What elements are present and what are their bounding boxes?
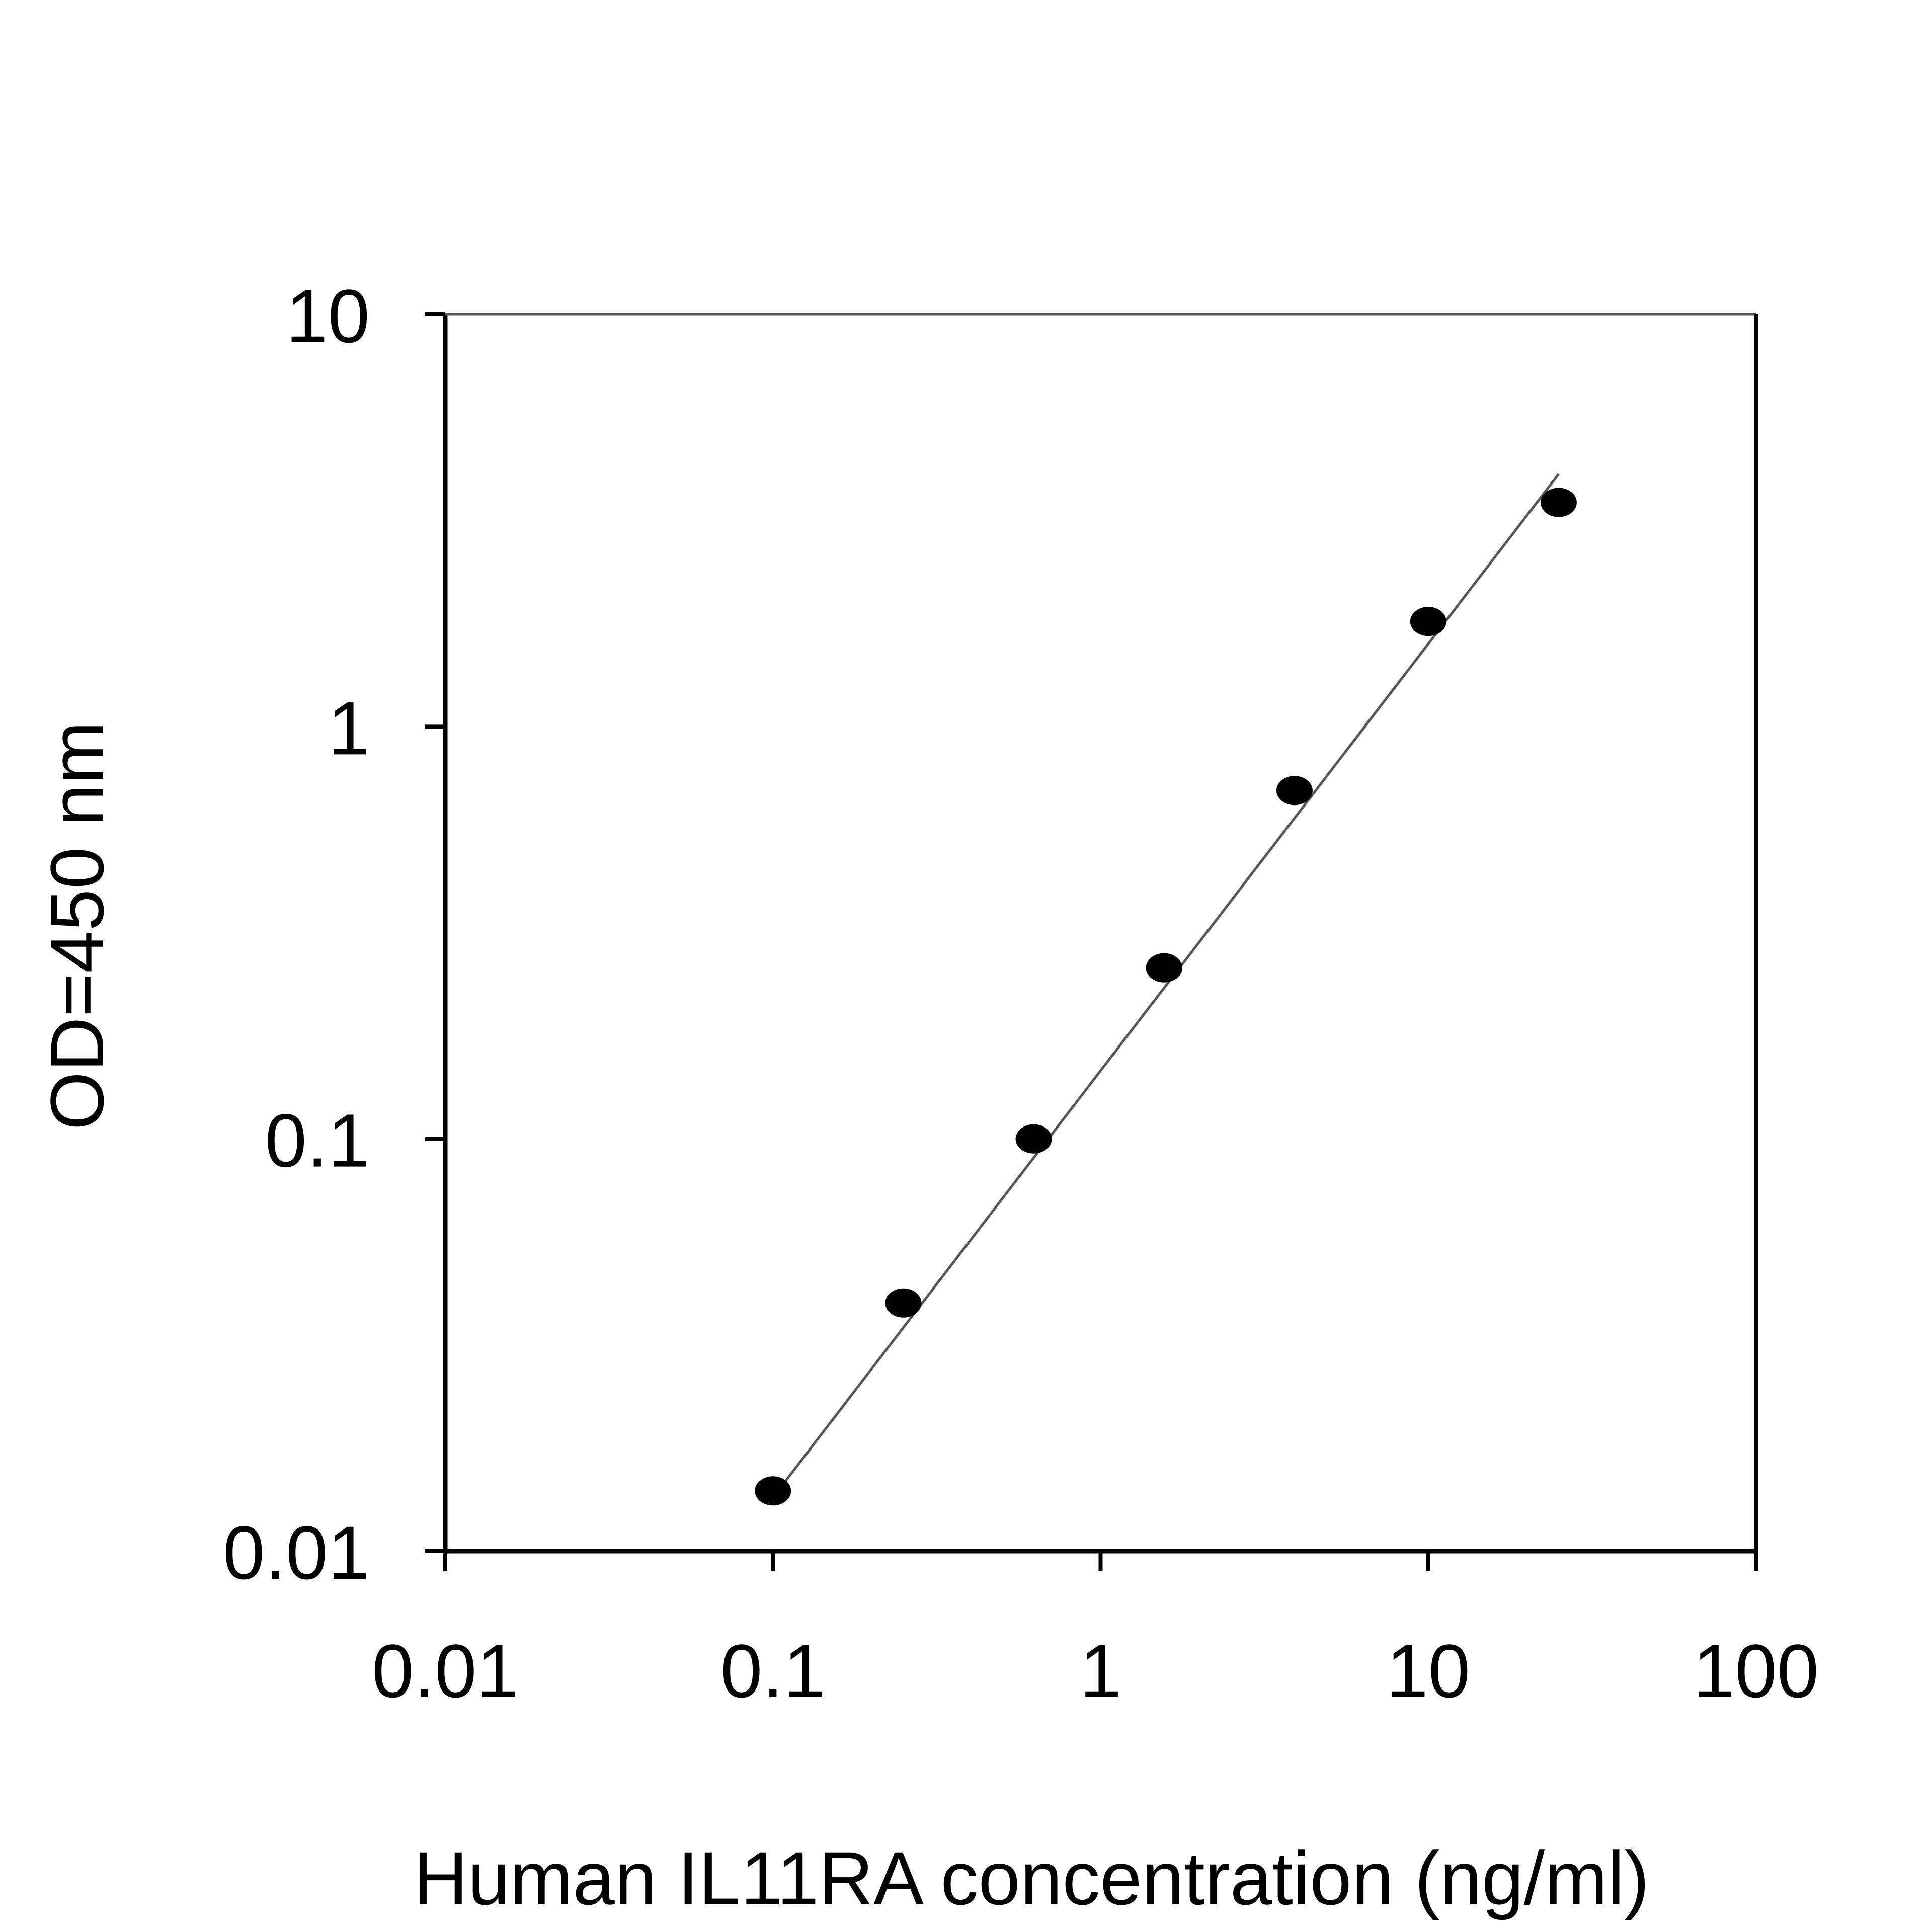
- data-point: [1540, 488, 1577, 517]
- data-point: [1410, 607, 1446, 636]
- data-point: [1015, 1124, 1052, 1154]
- data-point: [1276, 776, 1313, 806]
- y-tick-label: 10: [286, 274, 370, 358]
- x-axis: 0.01 0.1 1 10 100: [372, 1551, 1819, 1713]
- x-tick-label: 1: [1080, 1629, 1121, 1713]
- y-tick-label: 1: [328, 686, 370, 770]
- y-tick-label: 0.1: [265, 1098, 370, 1183]
- x-tick-label: 0.1: [720, 1629, 826, 1713]
- data-point: [755, 1476, 791, 1506]
- data-points: [755, 488, 1577, 1506]
- fit-line-layer: [772, 473, 1560, 1498]
- x-axis-label: Human IL11RA concentration (ng/ml): [414, 1836, 1650, 1920]
- x-tick-label: 100: [1693, 1629, 1819, 1713]
- data-point: [1146, 953, 1182, 983]
- y-axis-label: OD=450 nm: [35, 721, 119, 1131]
- x-tick-label: 0.01: [372, 1629, 519, 1713]
- y-tick-label: 0.01: [223, 1510, 370, 1595]
- y-axis: 0.01 0.1 1 10: [223, 274, 445, 1595]
- fit-line: [772, 473, 1560, 1498]
- data-point: [885, 1288, 922, 1318]
- x-tick-label: 10: [1386, 1629, 1470, 1713]
